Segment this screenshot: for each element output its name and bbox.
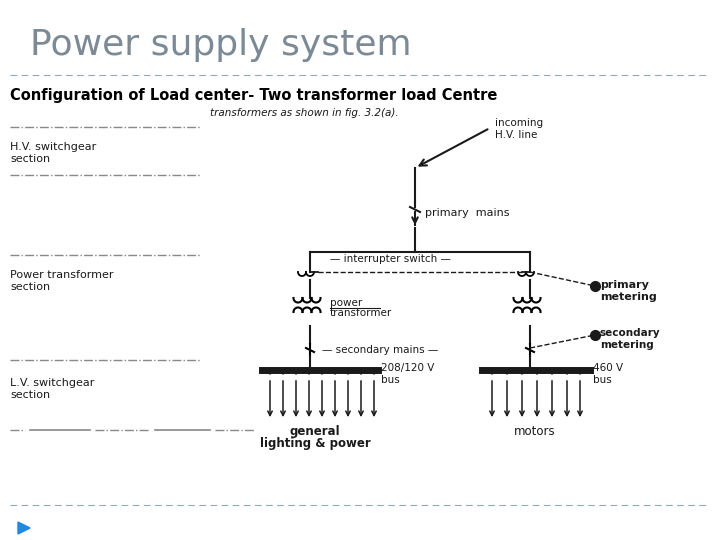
Text: bus: bus	[381, 375, 400, 385]
Text: metering: metering	[600, 340, 654, 350]
Text: Power transformer: Power transformer	[10, 270, 114, 280]
Text: general: general	[289, 425, 341, 438]
Text: H.V. line: H.V. line	[495, 130, 537, 140]
Text: incoming: incoming	[495, 118, 543, 128]
Text: metering: metering	[600, 292, 657, 302]
Text: secondary: secondary	[600, 328, 661, 338]
Text: section: section	[10, 282, 50, 292]
Text: H.V. switchgear: H.V. switchgear	[10, 142, 96, 152]
Text: lighting & power: lighting & power	[260, 437, 370, 450]
Text: bus: bus	[593, 375, 612, 385]
Text: motors: motors	[514, 425, 556, 438]
Text: transformer: transformer	[330, 308, 392, 318]
Text: L.V. switchgear: L.V. switchgear	[10, 378, 94, 388]
Text: section: section	[10, 390, 50, 400]
Text: primary  mains: primary mains	[425, 208, 510, 218]
Text: primary: primary	[600, 280, 649, 290]
Text: 208/120 V: 208/120 V	[381, 363, 434, 373]
Polygon shape	[18, 522, 30, 534]
Text: — interrupter switch —: — interrupter switch —	[330, 254, 451, 264]
Text: section: section	[10, 154, 50, 164]
Text: Power supply system: Power supply system	[30, 28, 412, 62]
Text: — secondary mains —: — secondary mains —	[322, 345, 438, 355]
Text: power: power	[330, 298, 362, 308]
Text: transformers as shown in fig. 3.2(a).: transformers as shown in fig. 3.2(a).	[210, 108, 399, 118]
Text: 460 V: 460 V	[593, 363, 623, 373]
Text: Configuration of Load center- Two transformer load Centre: Configuration of Load center- Two transf…	[10, 88, 498, 103]
